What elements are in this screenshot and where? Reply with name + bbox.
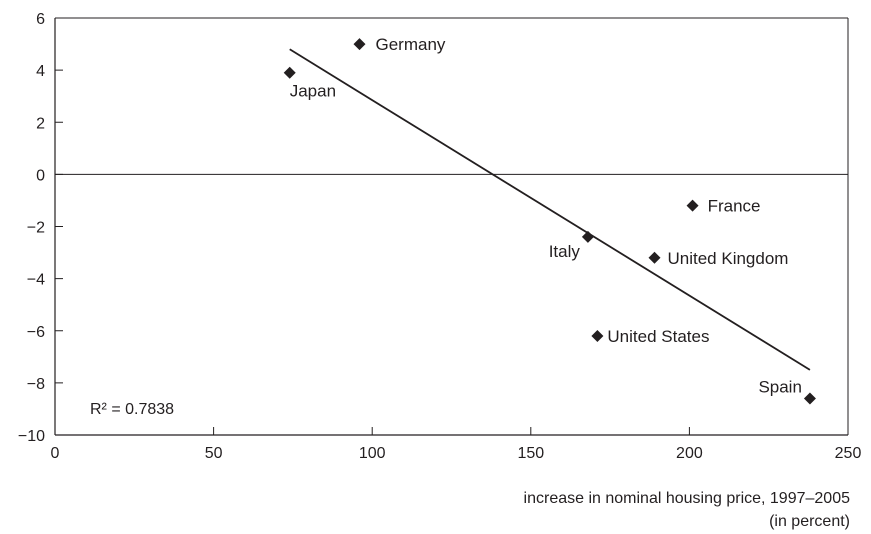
y-tick-label: −4 xyxy=(27,272,45,289)
y-tick-label: 0 xyxy=(36,167,45,184)
data-points: Japan Germany Italy France United Kingdom Uni… xyxy=(283,35,816,405)
data-point-label: Italy xyxy=(549,242,581,261)
x-tick-label: 250 xyxy=(835,445,862,462)
y-tick-label: 6 xyxy=(36,11,45,28)
trend-line xyxy=(289,48,811,371)
data-point-label: United Kingdom xyxy=(668,249,789,268)
data-point-label: Germany xyxy=(376,35,446,54)
data-point-label: United States xyxy=(607,327,709,346)
x-tick-label: 50 xyxy=(205,445,223,462)
y-tick-label: −2 xyxy=(27,220,45,237)
x-tick-label: 150 xyxy=(517,445,544,462)
r-squared-annotation: R² = 0.7838 xyxy=(90,401,174,418)
x-axis-ticks: 0 50 100 150 200 250 xyxy=(51,427,862,462)
x-axis-unit: (in percent) xyxy=(769,513,850,530)
data-point-marker xyxy=(283,66,296,79)
data-point-marker xyxy=(686,199,699,212)
x-tick-label: 200 xyxy=(676,445,703,462)
x-tick-label: 0 xyxy=(51,445,60,462)
y-tick-label: 2 xyxy=(36,115,45,132)
data-point-label: Spain xyxy=(758,378,801,397)
data-point-marker xyxy=(591,329,604,342)
data-point-marker xyxy=(581,230,594,243)
plot-frame xyxy=(54,17,849,436)
data-point-marker xyxy=(353,38,366,51)
data-point-marker xyxy=(803,392,816,405)
data-point-label: France xyxy=(708,197,761,216)
x-tick-label: 100 xyxy=(359,445,386,462)
y-tick-label: −6 xyxy=(27,324,45,341)
y-tick-label: 4 xyxy=(36,63,45,80)
y-tick-label: −8 xyxy=(27,376,45,393)
data-point-marker xyxy=(648,251,661,264)
y-axis-ticks: 6 4 2 0 −2 −4 −6 −8 −10 xyxy=(18,11,63,445)
x-axis-title: increase in nominal housing price, 1997–… xyxy=(524,490,851,507)
data-point-label: Japan xyxy=(290,82,336,101)
y-tick-label: −10 xyxy=(18,428,45,445)
